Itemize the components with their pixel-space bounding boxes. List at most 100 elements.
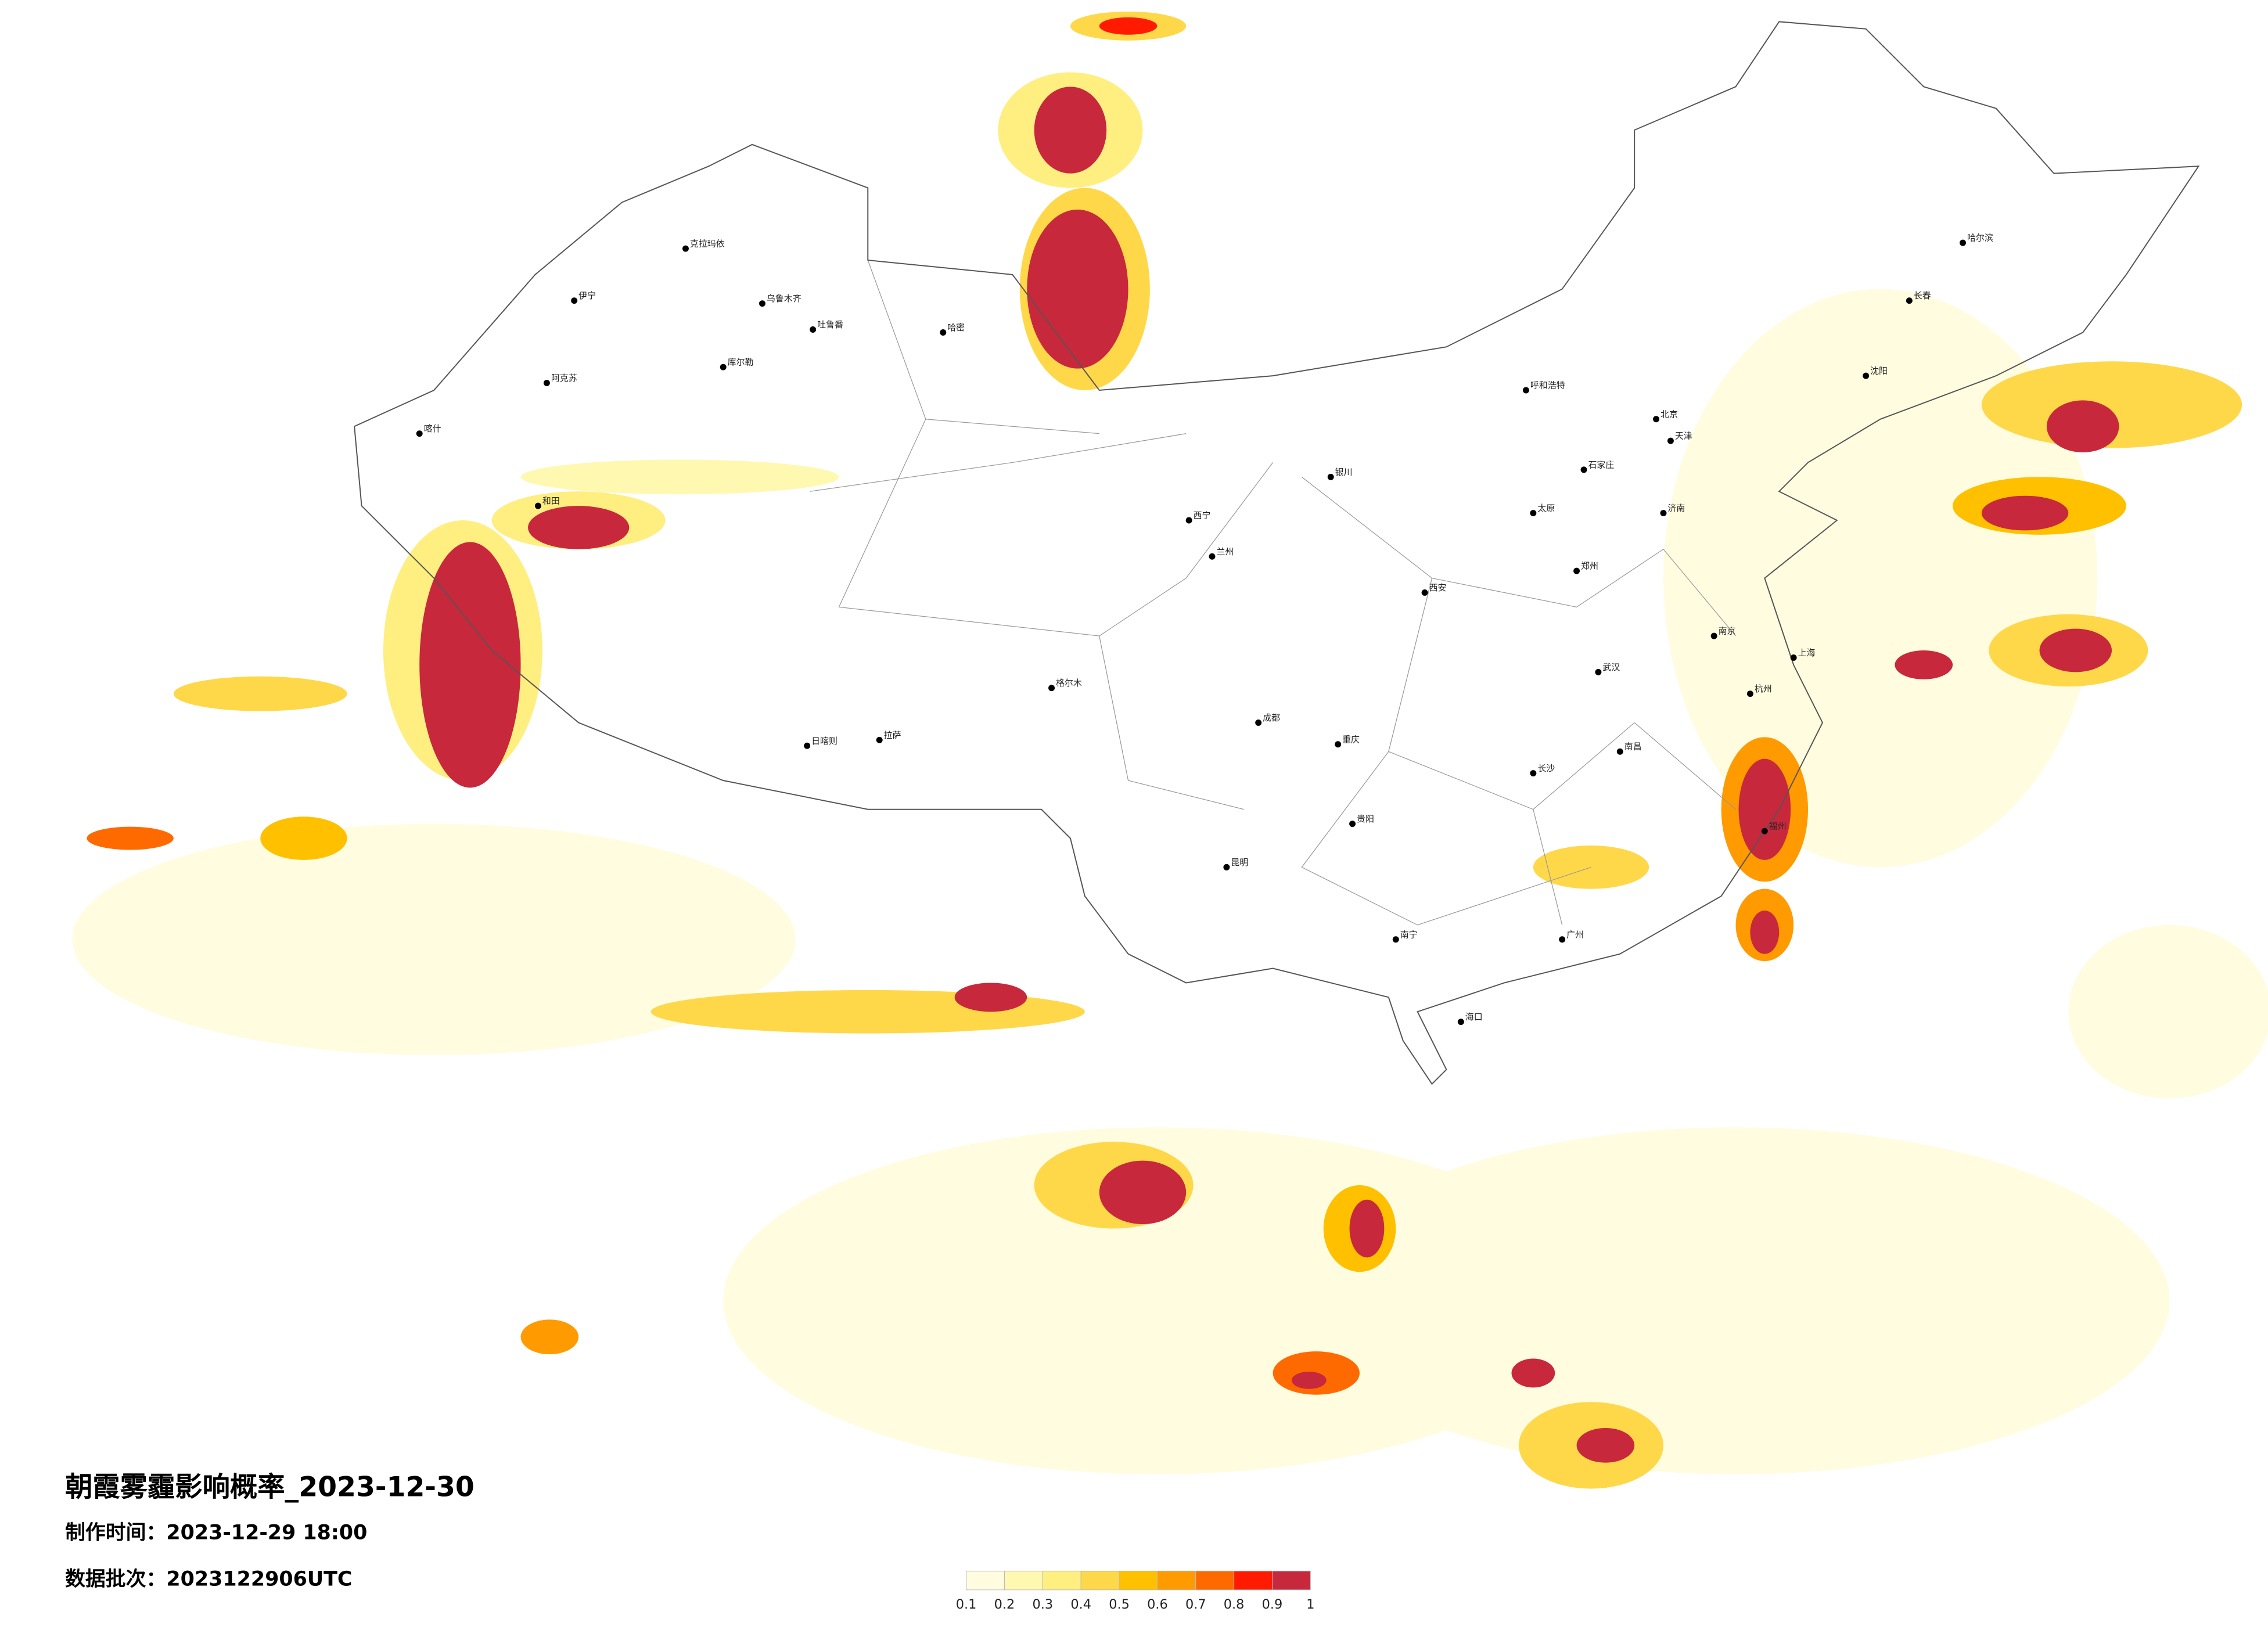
legend-swatch xyxy=(1234,1570,1273,1591)
city-label: 福州 xyxy=(1769,821,1787,832)
legend-swatch xyxy=(1119,1570,1158,1591)
city-dot xyxy=(543,380,550,387)
city-label: 昆明 xyxy=(1231,857,1248,868)
city-label: 南宁 xyxy=(1400,929,1418,940)
city-label: 伊宁 xyxy=(578,290,596,301)
probability-patch xyxy=(1750,911,1780,954)
legend-tick-label: 0.7 xyxy=(1185,1597,1206,1612)
city-dot xyxy=(1790,654,1797,661)
made-time: 制作时间：2023-12-29 18:00 xyxy=(65,1521,367,1545)
city-label: 长春 xyxy=(1914,290,1931,301)
probability-patch xyxy=(419,542,521,788)
city-label: 北京 xyxy=(1660,409,1678,419)
city-dot xyxy=(1559,936,1566,943)
city-label: 喀什 xyxy=(424,423,441,434)
city-dot xyxy=(1960,239,1966,246)
city-dot xyxy=(1746,690,1753,697)
probability-patch xyxy=(1576,1428,1635,1463)
city-label: 哈尔滨 xyxy=(1967,233,1993,243)
city-dot xyxy=(759,300,765,307)
probability-patch xyxy=(87,826,174,850)
data-batch: 数据批次：2023122906UTC xyxy=(65,1567,352,1591)
city-dot xyxy=(1223,864,1230,870)
city-dot xyxy=(1653,416,1660,423)
city-label: 拉萨 xyxy=(884,730,901,740)
probability-patch xyxy=(1663,289,2098,868)
legend-tick-label: 0.9 xyxy=(1262,1597,1283,1612)
probability-patch xyxy=(1511,1358,1555,1388)
city-label: 上海 xyxy=(1798,647,1816,658)
city-dot xyxy=(1616,748,1623,755)
legend-swatch xyxy=(1004,1570,1043,1591)
city-dot xyxy=(940,329,947,336)
city-dot xyxy=(1421,589,1428,596)
city-label: 兰州 xyxy=(1216,546,1234,557)
legend-swatch xyxy=(1157,1570,1196,1591)
probability-patch xyxy=(2039,628,2112,672)
legend-swatch xyxy=(1271,1570,1311,1591)
city-dot xyxy=(720,364,727,370)
city-label: 日喀则 xyxy=(811,736,838,746)
city-dot xyxy=(682,245,689,252)
city-dot xyxy=(1863,372,1870,379)
city-dot xyxy=(1595,668,1602,675)
city-label: 济南 xyxy=(1667,503,1685,513)
city-dot xyxy=(1667,437,1674,444)
legend-tick-label: 0.4 xyxy=(1070,1597,1091,1612)
probability-patch xyxy=(173,676,347,711)
city-dot xyxy=(1392,936,1399,943)
city-dot xyxy=(1335,741,1342,748)
probability-patch xyxy=(1895,650,1953,679)
city-dot xyxy=(1349,821,1356,828)
city-label: 南京 xyxy=(1719,626,1736,636)
legend-swatch xyxy=(1195,1570,1235,1591)
legend-swatch xyxy=(1080,1570,1120,1591)
city-dot xyxy=(416,430,423,437)
city-dot xyxy=(810,326,817,333)
legend-swatch xyxy=(1042,1570,1081,1591)
city-label: 西安 xyxy=(1429,582,1447,593)
probability-patch xyxy=(1981,495,2069,531)
city-dot xyxy=(1710,632,1717,639)
city-dot xyxy=(1530,510,1537,517)
city-label: 格尔木 xyxy=(1056,678,1082,688)
city-dot xyxy=(1522,387,1529,394)
city-label: 石家庄 xyxy=(1588,459,1614,470)
city-label: 银川 xyxy=(1335,467,1353,477)
city-dot xyxy=(1048,685,1055,692)
city-dot xyxy=(1660,510,1667,517)
city-label: 天津 xyxy=(1675,431,1692,441)
probability-patch xyxy=(260,816,347,860)
probability-patch xyxy=(1302,1127,2170,1474)
city-label: 长沙 xyxy=(1537,763,1555,774)
probability-patch xyxy=(528,506,630,549)
legend-swatch xyxy=(966,1570,1005,1591)
city-label: 郑州 xyxy=(1581,561,1598,571)
city-dot xyxy=(571,297,578,304)
probability-patch xyxy=(1291,1371,1327,1389)
probability-patch xyxy=(2068,924,2268,1099)
city-dot xyxy=(534,502,541,509)
city-dot xyxy=(1580,466,1587,473)
legend-tick-label: 0.3 xyxy=(1033,1597,1054,1612)
city-label: 重庆 xyxy=(1342,734,1360,744)
city-dot xyxy=(1573,567,1580,574)
city-label: 广州 xyxy=(1566,929,1584,940)
city-dot xyxy=(1457,1019,1464,1026)
city-dot xyxy=(1327,473,1334,480)
city-label: 南昌 xyxy=(1624,742,1642,752)
province-borders xyxy=(810,260,1736,926)
city-dot xyxy=(804,742,811,749)
probability-patch xyxy=(2046,400,2119,453)
probability-patch xyxy=(1099,1160,1187,1225)
city-label: 成都 xyxy=(1263,713,1280,723)
probability-patch xyxy=(1533,846,1649,889)
city-label: 太原 xyxy=(1537,503,1555,513)
probability-patch xyxy=(1349,1199,1385,1258)
probability-patch xyxy=(1099,17,1158,35)
city-label: 克拉玛依 xyxy=(690,239,725,249)
country-outline xyxy=(354,21,2200,1085)
city-label: 西宁 xyxy=(1194,510,1211,521)
city-label: 呼和浩特 xyxy=(1530,380,1565,391)
